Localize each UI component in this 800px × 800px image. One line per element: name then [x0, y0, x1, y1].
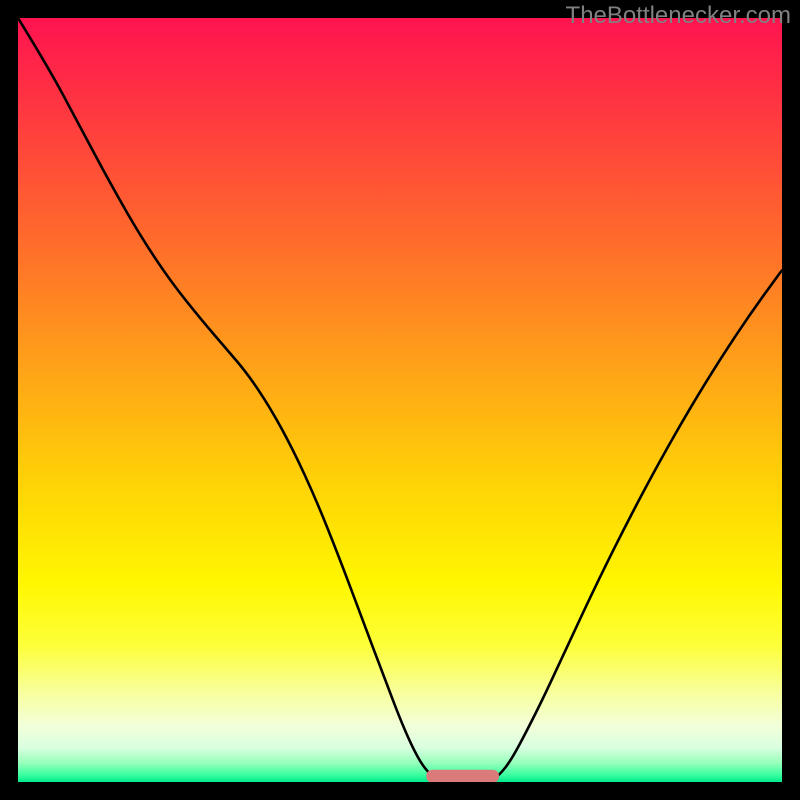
optimal-range-marker	[426, 770, 499, 782]
curve-path	[18, 18, 782, 782]
attribution-text: TheBottlenecker.com	[566, 2, 791, 30]
bottleneck-curve	[18, 18, 782, 782]
plot-area	[18, 18, 782, 782]
